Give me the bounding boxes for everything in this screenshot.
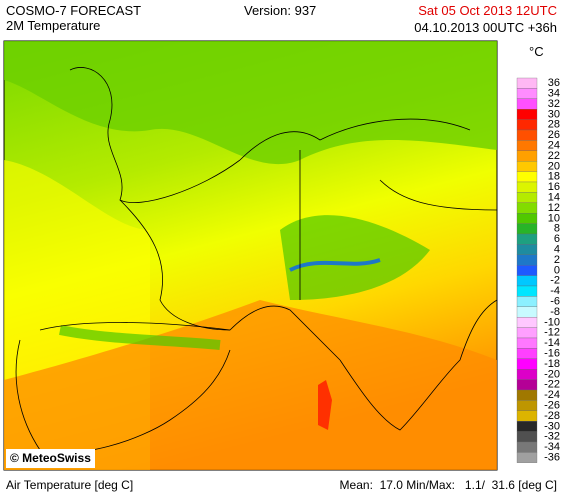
legend-label: 16 <box>548 181 560 193</box>
legend-swatch <box>516 254 538 266</box>
legend-label: 0 <box>554 264 560 276</box>
legend-swatch <box>516 410 538 422</box>
legend-label: 14 <box>548 192 560 204</box>
legend-label: -10 <box>544 316 560 328</box>
legend-swatch <box>516 129 538 141</box>
legend-swatch <box>516 306 538 318</box>
legend-swatch <box>516 181 538 193</box>
legend-swatch <box>516 379 538 391</box>
legend-label: 8 <box>554 223 560 235</box>
legend-swatch <box>516 223 538 235</box>
legend-label: 28 <box>548 119 560 131</box>
pyrenees-field <box>59 325 221 350</box>
legend-unit: °C <box>529 44 544 59</box>
legend-label: 30 <box>548 108 560 120</box>
legend-swatch <box>516 192 538 203</box>
legend-swatch <box>516 140 538 151</box>
legend-swatch <box>516 213 538 224</box>
legend-swatch <box>516 233 538 245</box>
legend-label: 36 <box>548 77 560 89</box>
legend-label: 34 <box>548 88 560 100</box>
legend: 363432302826242220181614121086420-2-4-6-… <box>516 77 560 464</box>
legend-swatch <box>516 327 538 339</box>
legend-label: -6 <box>550 296 560 308</box>
legend-swatch <box>516 337 538 349</box>
legend-label: 32 <box>548 98 560 110</box>
legend-label: -4 <box>550 285 560 297</box>
legend-label: -26 <box>544 400 560 412</box>
legend-swatch <box>516 348 538 359</box>
legend-swatch <box>516 285 538 297</box>
legend-swatch <box>516 171 538 183</box>
legend-swatch <box>516 400 538 411</box>
legend-label: -16 <box>544 348 560 360</box>
footer-variable: Air Temperature [deg C] <box>6 478 134 492</box>
south-field <box>4 300 497 470</box>
legend-swatch <box>516 98 538 110</box>
corsica-sardinia <box>318 380 332 430</box>
legend-label: -14 <box>544 337 560 349</box>
legend-label: -34 <box>544 441 560 453</box>
legend-swatch <box>516 275 538 287</box>
legend-label: 20 <box>548 160 560 172</box>
valid-time: Sat 05 Oct 2013 12UTC <box>418 3 557 18</box>
legend-swatch <box>516 431 538 443</box>
footer-stats: Mean: 17.0 Min/Max: 1.1/ 31.6 [deg C] <box>339 478 557 492</box>
legend-label: -32 <box>544 431 560 443</box>
version: Version: 937 <box>244 3 317 18</box>
legend-label: -28 <box>544 410 560 422</box>
alps-cold <box>289 258 381 272</box>
legend-swatch <box>516 161 538 172</box>
legend-label: 18 <box>548 171 560 183</box>
legend-label: 2 <box>554 254 560 266</box>
legend-swatch <box>516 421 538 432</box>
legend-swatch <box>516 317 538 328</box>
legend-swatch <box>516 369 538 380</box>
legend-label: -36 <box>544 452 560 464</box>
legend-swatch <box>516 244 538 255</box>
legend-swatch <box>516 77 538 89</box>
legend-label: -22 <box>544 379 560 391</box>
legend-swatch <box>516 202 538 214</box>
legend-label: 10 <box>548 212 560 224</box>
title: COSMO-7 FORECAST <box>6 3 142 18</box>
legend-swatch <box>516 358 538 370</box>
legend-swatch <box>516 452 538 463</box>
legend-label: -2 <box>550 275 560 287</box>
legend-label: -30 <box>544 420 560 432</box>
legend-swatch <box>516 265 538 276</box>
credit: © MeteoSwiss <box>6 449 95 468</box>
legend-label: 24 <box>548 140 560 152</box>
legend-label: 4 <box>554 244 560 256</box>
legend-swatch <box>516 441 538 453</box>
legend-swatch <box>516 389 538 401</box>
legend-label: 22 <box>548 150 560 162</box>
legend-label: 12 <box>548 202 560 214</box>
legend-label: -20 <box>544 368 560 380</box>
legend-swatch <box>516 296 538 307</box>
legend-label: -18 <box>544 358 560 370</box>
north-field <box>4 41 497 165</box>
coastlines <box>15 67 498 454</box>
legend-label: -24 <box>544 389 560 401</box>
legend-swatch <box>516 150 538 162</box>
legend-swatch <box>516 88 538 99</box>
legend-label: -8 <box>550 306 560 318</box>
legend-label: 6 <box>554 233 560 245</box>
alps-field <box>280 215 430 300</box>
legend-swatch <box>516 109 538 120</box>
legend-swatch <box>516 119 538 131</box>
run-time: 04.10.2013 00UTC +36h <box>414 20 557 35</box>
legend-label: 26 <box>548 129 560 141</box>
legend-label: -12 <box>544 327 560 339</box>
subtitle: 2M Temperature <box>6 18 101 33</box>
